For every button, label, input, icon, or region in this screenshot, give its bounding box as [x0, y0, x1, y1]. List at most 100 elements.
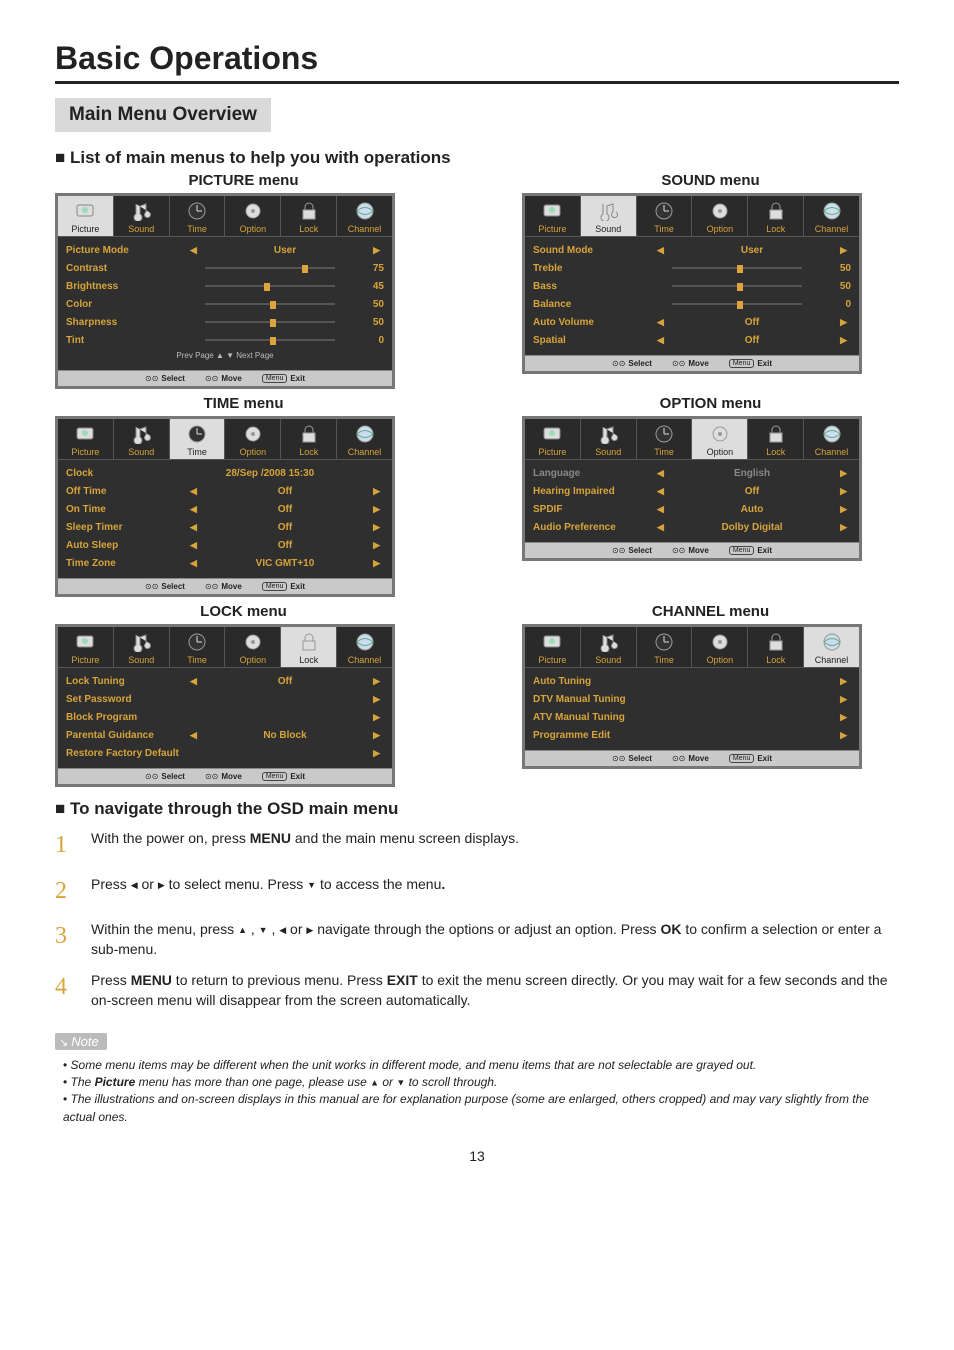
tab-picture[interactable]: Picture [58, 196, 114, 236]
tab-sound[interactable]: Sound [114, 196, 170, 236]
prev-arrow-icon[interactable]: ◀ [186, 245, 201, 256]
slider[interactable] [205, 303, 335, 305]
tab-channel[interactable]: Channel [337, 196, 392, 236]
next-arrow-icon[interactable]: ▶ [369, 522, 384, 533]
row-option-0[interactable]: Language◀English▶ [533, 464, 851, 482]
row-picture-1[interactable]: Contrast75 [66, 259, 384, 277]
row-sound-5[interactable]: Spatial◀Off▶ [533, 331, 851, 349]
next-arrow-icon[interactable]: ▶ [369, 676, 384, 687]
enter-arrow-icon[interactable]: ▶ [836, 730, 851, 741]
tab-option[interactable]: Option [225, 419, 281, 459]
row-time-3[interactable]: Sleep Timer◀Off▶ [66, 518, 384, 536]
enter-arrow-icon[interactable]: ▶ [836, 694, 851, 705]
tab-sound[interactable]: Sound [581, 627, 637, 667]
prev-arrow-icon[interactable]: ◀ [186, 730, 201, 741]
row-sound-3[interactable]: Balance0 [533, 295, 851, 313]
prev-arrow-icon[interactable]: ◀ [653, 522, 668, 533]
next-arrow-icon[interactable]: ▶ [836, 245, 851, 256]
tab-picture[interactable]: Picture [58, 627, 114, 667]
enter-arrow-icon[interactable]: ▶ [369, 712, 384, 723]
tab-sound[interactable]: Sound [581, 419, 637, 459]
row-lock-0[interactable]: Lock Tuning◀Off▶ [66, 672, 384, 690]
tab-option[interactable]: Option [225, 627, 281, 667]
slider[interactable] [672, 267, 802, 269]
slider[interactable] [205, 321, 335, 323]
prev-arrow-icon[interactable]: ◀ [653, 317, 668, 328]
row-channel-3[interactable]: Programme Edit▶ [533, 726, 851, 744]
row-sound-0[interactable]: Sound Mode◀User▶ [533, 241, 851, 259]
tab-picture[interactable]: Picture [58, 419, 114, 459]
row-lock-1[interactable]: Set Password▶ [66, 690, 384, 708]
tab-option[interactable]: Option [692, 627, 748, 667]
tab-time[interactable]: Time [637, 196, 693, 236]
enter-arrow-icon[interactable]: ▶ [836, 712, 851, 723]
tab-option[interactable]: Option [692, 196, 748, 236]
tab-picture[interactable]: Picture [525, 627, 581, 667]
row-time-2[interactable]: On Time◀Off▶ [66, 500, 384, 518]
prev-arrow-icon[interactable]: ◀ [653, 468, 668, 479]
tab-lock[interactable]: Lock [281, 627, 337, 667]
row-channel-0[interactable]: Auto Tuning▶ [533, 672, 851, 690]
next-arrow-icon[interactable]: ▶ [369, 486, 384, 497]
slider[interactable] [205, 267, 335, 269]
slider[interactable] [205, 339, 335, 341]
next-arrow-icon[interactable]: ▶ [369, 540, 384, 551]
tab-lock[interactable]: Lock [281, 196, 337, 236]
row-picture-2[interactable]: Brightness45 [66, 277, 384, 295]
tab-channel[interactable]: Channel [804, 627, 859, 667]
prev-arrow-icon[interactable]: ◀ [186, 540, 201, 551]
prev-arrow-icon[interactable]: ◀ [186, 558, 201, 569]
next-arrow-icon[interactable]: ▶ [369, 504, 384, 515]
tab-time[interactable]: Time [637, 419, 693, 459]
row-lock-3[interactable]: Parental Guidance◀No Block▶ [66, 726, 384, 744]
next-arrow-icon[interactable]: ▶ [836, 335, 851, 346]
row-time-1[interactable]: Off Time◀Off▶ [66, 482, 384, 500]
tab-lock[interactable]: Lock [281, 419, 337, 459]
row-channel-2[interactable]: ATV Manual Tuning▶ [533, 708, 851, 726]
prev-arrow-icon[interactable]: ◀ [186, 504, 201, 515]
row-sound-4[interactable]: Auto Volume◀Off▶ [533, 313, 851, 331]
next-arrow-icon[interactable]: ▶ [836, 504, 851, 515]
prev-arrow-icon[interactable]: ◀ [186, 676, 201, 687]
prev-arrow-icon[interactable]: ◀ [653, 504, 668, 515]
row-option-1[interactable]: Hearing Impaired◀Off▶ [533, 482, 851, 500]
prev-arrow-icon[interactable]: ◀ [186, 522, 201, 533]
row-picture-3[interactable]: Color50 [66, 295, 384, 313]
tab-time[interactable]: Time [637, 627, 693, 667]
next-arrow-icon[interactable]: ▶ [836, 317, 851, 328]
slider[interactable] [672, 285, 802, 287]
next-arrow-icon[interactable]: ▶ [836, 522, 851, 533]
row-sound-1[interactable]: Treble50 [533, 259, 851, 277]
next-arrow-icon[interactable]: ▶ [369, 558, 384, 569]
row-lock-4[interactable]: Restore Factory Default▶ [66, 744, 384, 762]
tab-option[interactable]: Option [692, 419, 748, 459]
row-channel-1[interactable]: DTV Manual Tuning▶ [533, 690, 851, 708]
tab-lock[interactable]: Lock [748, 419, 804, 459]
slider[interactable] [672, 303, 802, 305]
row-time-5[interactable]: Time Zone◀VIC GMT+10▶ [66, 554, 384, 572]
prev-arrow-icon[interactable]: ◀ [653, 245, 668, 256]
tab-option[interactable]: Option [225, 196, 281, 236]
tab-lock[interactable]: Lock [748, 627, 804, 667]
row-option-2[interactable]: SPDIF◀Auto▶ [533, 500, 851, 518]
enter-arrow-icon[interactable]: ▶ [836, 676, 851, 687]
next-arrow-icon[interactable]: ▶ [369, 245, 384, 256]
enter-arrow-icon[interactable]: ▶ [369, 694, 384, 705]
prev-arrow-icon[interactable]: ◀ [186, 486, 201, 497]
row-time-4[interactable]: Auto Sleep◀Off▶ [66, 536, 384, 554]
tab-sound[interactable]: Sound [581, 196, 637, 236]
row-sound-2[interactable]: Bass50 [533, 277, 851, 295]
row-picture-4[interactable]: Sharpness50 [66, 313, 384, 331]
tab-sound[interactable]: Sound [114, 419, 170, 459]
tab-channel[interactable]: Channel [337, 627, 392, 667]
next-arrow-icon[interactable]: ▶ [369, 730, 384, 741]
prev-arrow-icon[interactable]: ◀ [653, 486, 668, 497]
row-picture-5[interactable]: Tint0 [66, 331, 384, 349]
next-arrow-icon[interactable]: ▶ [836, 468, 851, 479]
tab-picture[interactable]: Picture [525, 419, 581, 459]
enter-arrow-icon[interactable]: ▶ [369, 748, 384, 759]
prev-arrow-icon[interactable]: ◀ [653, 335, 668, 346]
tab-lock[interactable]: Lock [748, 196, 804, 236]
tab-picture[interactable]: Picture [525, 196, 581, 236]
tab-sound[interactable]: Sound [114, 627, 170, 667]
